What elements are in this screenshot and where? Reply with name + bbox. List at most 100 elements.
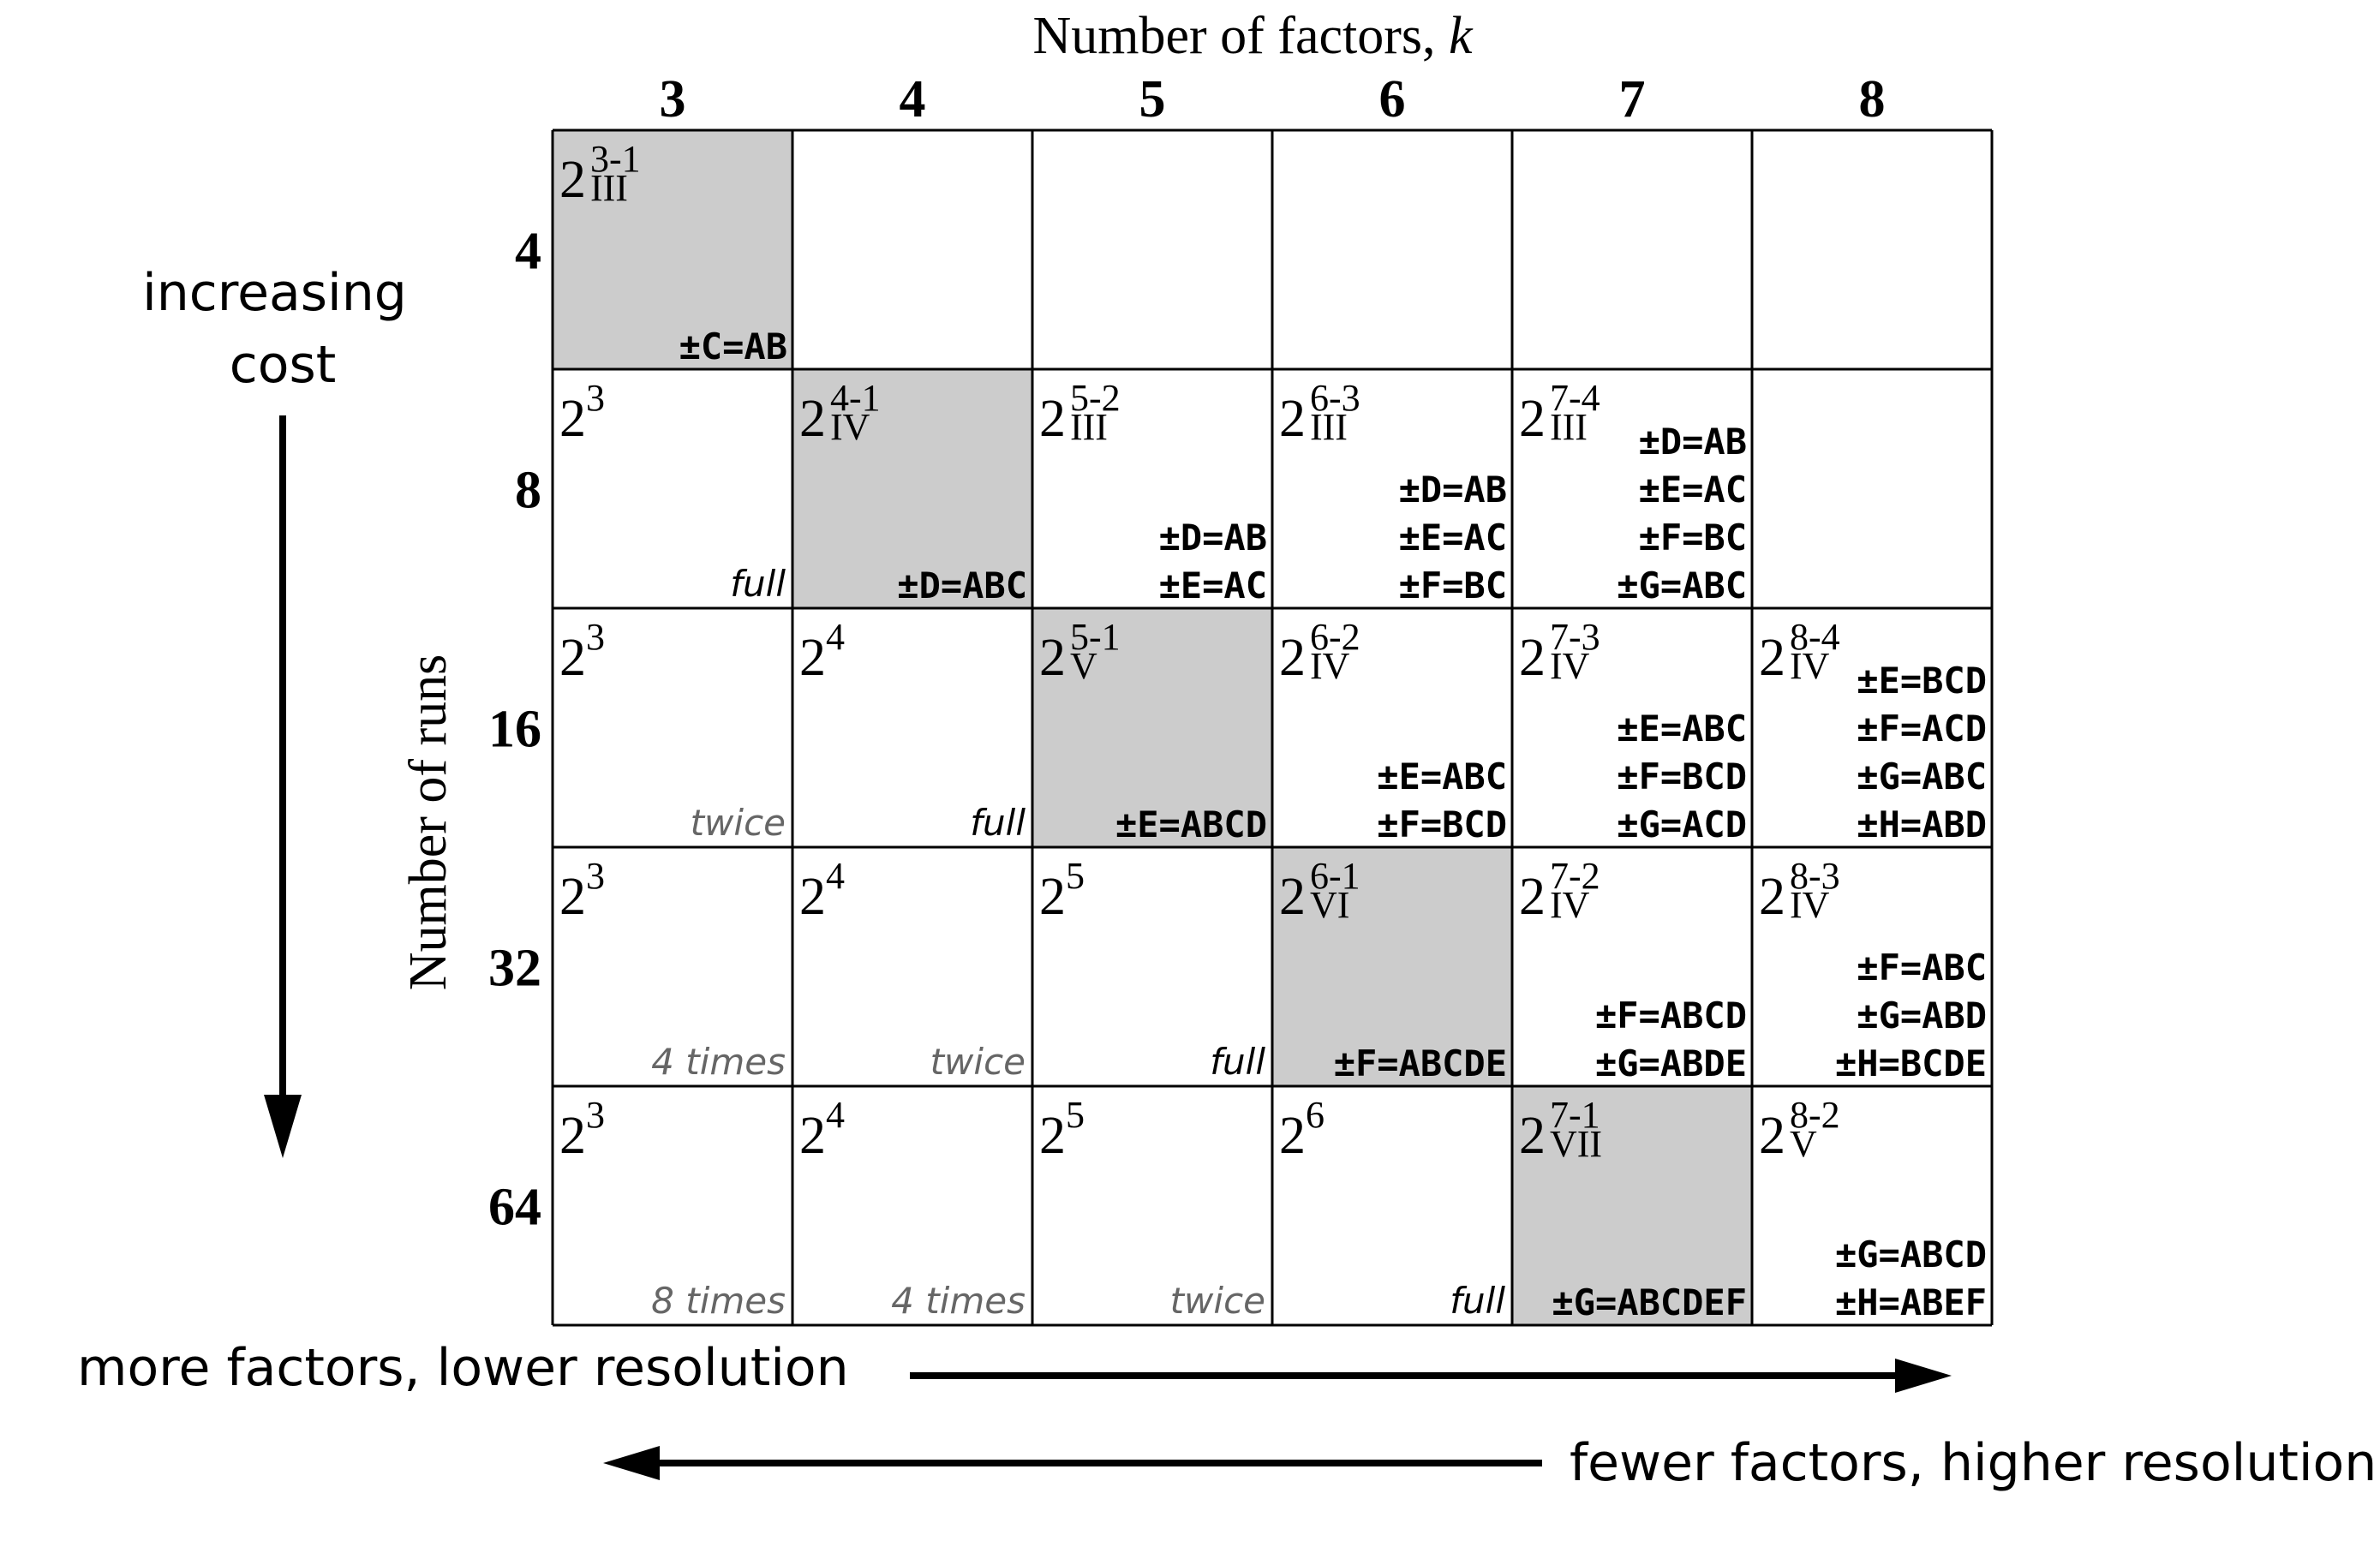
design-cell: 2 8-4IV ±E=BCD ±F=ACD ±G=ABC ±H=ABD: [1759, 616, 1987, 845]
design-base: 2: [799, 390, 826, 448]
design-resolution: IV: [1310, 645, 1350, 687]
design-label: 2 8-3: [1759, 855, 1840, 926]
design-power: 7-3: [1550, 616, 1600, 658]
design-resolution: IV: [830, 406, 870, 448]
row-header-32: 32: [488, 940, 541, 998]
replication-label: 4 times: [891, 1280, 1026, 1322]
factors-title: Number of factors, k: [1032, 7, 1474, 65]
design-power: 6-2: [1310, 616, 1360, 658]
design-label: 2 5-1: [1039, 616, 1121, 687]
design-resolution: III: [1310, 406, 1348, 448]
design-power: 6-1: [1310, 855, 1360, 897]
design-resolution: V: [1070, 645, 1097, 687]
cell-shade: [1512, 1086, 1752, 1325]
column-headers: 3 4 5 6 7 8: [660, 70, 1886, 128]
design-label: 24: [799, 616, 845, 687]
right-arrow-icon: [910, 1359, 1952, 1393]
design-base: 2: [799, 1107, 826, 1165]
col-header-4: 4: [900, 70, 926, 128]
design-cell: 2 6-1VI ±F=ABCDE: [1272, 847, 1512, 1086]
design-cell: 24 twice: [799, 855, 1026, 1083]
design-label: 2 7-4: [1519, 377, 1600, 448]
col-header-3: 3: [660, 70, 686, 128]
design-base: 2: [1279, 868, 1306, 926]
design-cell: 23 full: [559, 377, 786, 605]
design-cell: 25 twice: [1039, 1094, 1265, 1322]
generator: ±E=ABC: [1377, 756, 1507, 797]
row-header-16: 16: [488, 701, 541, 759]
design-cell: 23 twice: [559, 616, 786, 844]
design-resolution: III: [1070, 406, 1108, 448]
generator: ±F=ABCDE: [1334, 1042, 1507, 1084]
generator: ±H=ABEF: [1835, 1281, 1987, 1323]
col-header-6: 6: [1379, 70, 1406, 128]
design-cell: 24 full: [799, 616, 1026, 844]
replication-label: twice: [1170, 1280, 1265, 1322]
generator: ±G=ABCDEF: [1552, 1281, 1747, 1323]
design-label: 2 7-2: [1519, 855, 1600, 926]
design-base: 2: [1279, 1107, 1306, 1165]
generator: ±D=AB: [1399, 469, 1507, 511]
design-power: 3-1: [590, 138, 641, 180]
design-cell: 23 4 times: [559, 855, 786, 1083]
generator: ±G=ABC: [1857, 756, 1987, 797]
generator: ±E=ABCD: [1115, 803, 1267, 845]
design-base: 2: [1759, 629, 1785, 687]
design-base: 2: [1759, 1107, 1785, 1165]
replication-label: full: [730, 563, 786, 605]
design-cell: 2 7-3IV ±E=ABC ±F=BCD ±G=ACD: [1519, 616, 1747, 845]
design-power: 7-1: [1550, 1094, 1600, 1136]
design-base: 2: [1519, 629, 1546, 687]
design-cell: 26 full: [1279, 1094, 1505, 1322]
design-resolution: IV: [1790, 884, 1830, 926]
generator: ±G=ACD: [1617, 803, 1747, 845]
design-label: 2 4-1: [799, 377, 881, 448]
design-label: 23: [559, 616, 605, 687]
left-arrow-icon: [603, 1446, 1542, 1480]
design-resolution: III: [1550, 406, 1588, 448]
design-label: 2 5-2: [1039, 377, 1121, 448]
design-power: 7-2: [1550, 855, 1600, 897]
design-power: 5: [1066, 855, 1085, 897]
design-power: 6: [1306, 1094, 1325, 1136]
design-resolution: V: [1790, 1123, 1817, 1165]
design-label: 25: [1039, 1094, 1085, 1165]
design-label: 2 7-3: [1519, 616, 1600, 687]
design-power: 3: [586, 855, 605, 897]
design-base: 2: [1519, 1107, 1546, 1165]
generator: ±E=ABC: [1617, 708, 1747, 750]
design-base: 2: [1519, 868, 1546, 926]
design-label: 23: [559, 855, 605, 926]
cell-shade: [1272, 847, 1512, 1086]
design-power: 8-2: [1790, 1094, 1840, 1136]
replication-label: twice: [691, 802, 786, 844]
design-base: 2: [1039, 629, 1066, 687]
cell-shade: [553, 130, 792, 369]
design-cell: 24 4 times: [799, 1094, 1026, 1322]
design-power: 8-4: [1790, 616, 1840, 658]
design-power: 3: [586, 616, 605, 658]
design-label: 26: [1279, 1094, 1325, 1165]
design-label: 23: [559, 377, 605, 448]
design-label: 25: [1039, 855, 1085, 926]
col-header-5: 5: [1139, 70, 1166, 128]
design-label: 2 8-4: [1759, 616, 1840, 687]
replication-label: 8 times: [651, 1280, 786, 1322]
generator: ±D=AB: [1159, 517, 1267, 558]
design-power: 3: [586, 1094, 605, 1136]
generator: ±F=ABC: [1857, 947, 1987, 989]
design-power: 4: [826, 855, 845, 897]
row-header-8: 8: [515, 462, 541, 520]
design-cell: 2 5-1V ±E=ABCD: [1032, 608, 1272, 847]
generator: ±F=ABCD: [1595, 994, 1747, 1036]
design-power: 7-4: [1550, 377, 1600, 419]
row-header-4: 4: [515, 223, 541, 281]
design-resolution: IV: [1550, 884, 1590, 926]
generator: ±E=BCD: [1857, 660, 1987, 702]
design-base: 2: [799, 868, 826, 926]
factors-title-prefix: Number of factors,: [1032, 7, 1449, 65]
factors-title-var: k: [1449, 7, 1474, 65]
